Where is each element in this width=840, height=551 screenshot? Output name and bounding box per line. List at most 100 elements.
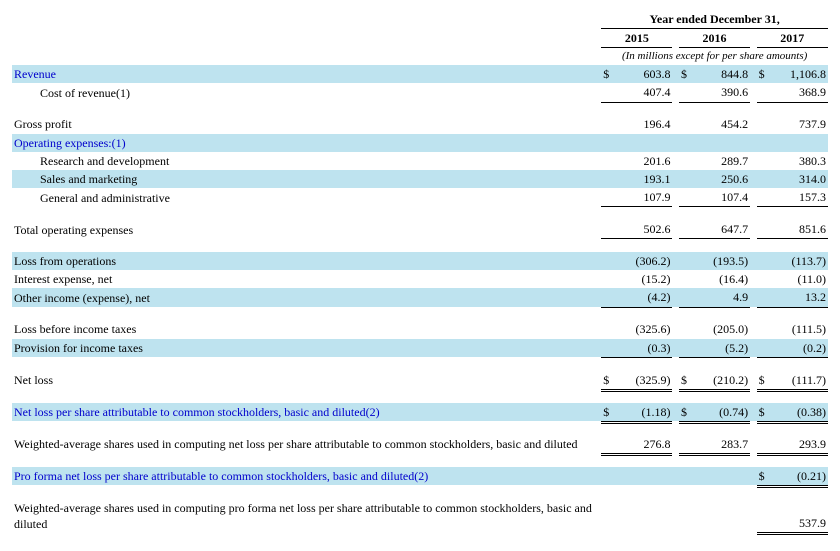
cell-value: 201.6 <box>614 152 672 170</box>
row-label: Sales and marketing <box>12 170 595 188</box>
table-row: Loss before income taxes (325.6) (205.0) (1… <box>12 320 828 338</box>
row-label: Weighted-average shares used in computin… <box>12 435 595 454</box>
cell-value: (15.2) <box>614 270 672 288</box>
cell-value <box>692 499 750 533</box>
cell-value <box>692 134 750 152</box>
row-label: Provision for income taxes <box>12 339 595 358</box>
cell-value: (205.0) <box>692 320 750 338</box>
cell-value: (0.3) <box>614 339 672 358</box>
cell-value: 107.9 <box>614 188 672 207</box>
row-label: Net loss <box>12 371 595 390</box>
cell-value: (16.4) <box>692 270 750 288</box>
row-label: Loss from operations <box>12 252 595 270</box>
cell-value: (193.5) <box>692 252 750 270</box>
table-row <box>12 102 828 115</box>
income-statement-table: Year ended December 31, 2015 2016 2017 (… <box>12 10 828 533</box>
header-period: Year ended December 31, <box>601 10 828 29</box>
row-label: Gross profit <box>12 115 595 133</box>
table-row: Net loss per share attributable to commo… <box>12 403 828 422</box>
cell-value: (111.7) <box>770 371 828 390</box>
cell-value: (0.21) <box>770 467 828 486</box>
cell-value: 537.9 <box>770 499 828 533</box>
table-row: Sales and marketing 193.1 250.6 314.0 <box>12 170 828 188</box>
cell-value: 107.4 <box>692 188 750 207</box>
cell-value: 1,106.8 <box>770 65 828 83</box>
cell-value: 157.3 <box>770 188 828 207</box>
cell-value: (5.2) <box>692 339 750 358</box>
cell-value: 276.8 <box>614 435 672 454</box>
col-year-1: 2016 <box>679 29 750 48</box>
table-row <box>12 239 828 252</box>
cell-value <box>614 467 672 486</box>
cell-value: 390.6 <box>692 83 750 102</box>
cell-value: (113.7) <box>770 252 828 270</box>
cell-value: (111.5) <box>770 320 828 338</box>
cell-value: (0.74) <box>692 403 750 422</box>
header-subnote: (In millions except for per share amount… <box>601 48 828 65</box>
cell-value: (325.6) <box>614 320 672 338</box>
row-label: Interest expense, net <box>12 270 595 288</box>
table-row: Weighted-average shares used in computin… <box>12 499 828 533</box>
row-label: Research and development <box>12 152 595 170</box>
cell-value: 13.2 <box>770 288 828 307</box>
cell-value: 4.9 <box>692 288 750 307</box>
cell-value: 603.8 <box>614 65 672 83</box>
table-row: Provision for income taxes (0.3) (5.2) (0.2… <box>12 339 828 358</box>
cell-value: 502.6 <box>614 220 672 239</box>
cell-value: 454.2 <box>692 115 750 133</box>
cell-value: (1.18) <box>614 403 672 422</box>
cell-value: 380.3 <box>770 152 828 170</box>
cell-value <box>770 134 828 152</box>
row-label: Other income (expense), net <box>12 288 595 307</box>
table-row: Pro forma net loss per share attributabl… <box>12 467 828 486</box>
row-label[interactable]: Revenue <box>12 65 595 83</box>
table-row: General and administrative 107.9 107.4 157.… <box>12 188 828 207</box>
cell-value: 289.7 <box>692 152 750 170</box>
table-row <box>12 307 828 320</box>
cell-value: 647.7 <box>692 220 750 239</box>
col-year-0: 2015 <box>601 29 672 48</box>
cell-value: 293.9 <box>770 435 828 454</box>
table-row <box>12 357 828 370</box>
cell-value: 250.6 <box>692 170 750 188</box>
table-row: Loss from operations(306.2)(193.5)(113.7… <box>12 252 828 270</box>
table-row: Other income (expense), net (4.2) 4.9 13.2 <box>12 288 828 307</box>
cell-value: 314.0 <box>770 170 828 188</box>
row-label[interactable]: Net loss per share attributable to commo… <box>12 403 595 422</box>
cell-value: (0.38) <box>770 403 828 422</box>
table-row: Weighted-average shares used in computin… <box>12 435 828 454</box>
cell-value: 737.9 <box>770 115 828 133</box>
cell-value: 193.1 <box>614 170 672 188</box>
table-row: Total operating expenses 502.6 647.7 851.6 <box>12 220 828 239</box>
cell-value: 844.8 <box>692 65 750 83</box>
table-row: Revenue$603.8$844.8$1,106.8 <box>12 65 828 83</box>
table-row: Net loss$(325.9)$(210.2)$(111.7) <box>12 371 828 390</box>
col-year-2: 2017 <box>757 29 828 48</box>
cell-value: (0.2) <box>770 339 828 358</box>
table-row <box>12 207 828 220</box>
row-label: General and administrative <box>12 188 595 207</box>
table-row: Operating expenses:(1) <box>12 134 828 152</box>
table-row: Gross profit 196.4 454.2 737.9 <box>12 115 828 133</box>
cell-value: (210.2) <box>692 371 750 390</box>
cell-value <box>614 499 672 533</box>
row-label: Weighted-average shares used in computin… <box>12 499 595 533</box>
cell-value: 368.9 <box>770 83 828 102</box>
row-label[interactable]: Pro forma net loss per share attributabl… <box>12 467 595 486</box>
cell-value <box>614 134 672 152</box>
cell-value: 283.7 <box>692 435 750 454</box>
table-row: Interest expense, net (15.2) (16.4) (11.0) <box>12 270 828 288</box>
table-row <box>12 485 828 498</box>
cell-value <box>692 467 750 486</box>
row-label: Loss before income taxes <box>12 320 595 338</box>
cell-value: (4.2) <box>614 288 672 307</box>
table-row: Cost of revenue(1) 407.4 390.6 368.9 <box>12 83 828 102</box>
cell-value: 196.4 <box>614 115 672 133</box>
cell-value: (11.0) <box>770 270 828 288</box>
row-label[interactable]: Operating expenses:(1) <box>12 134 595 152</box>
row-label: Cost of revenue(1) <box>12 83 595 102</box>
cell-value: 407.4 <box>614 83 672 102</box>
cell-value: 851.6 <box>770 220 828 239</box>
row-label: Total operating expenses <box>12 220 595 239</box>
table-row: Research and development 201.6 289.7 380.3 <box>12 152 828 170</box>
